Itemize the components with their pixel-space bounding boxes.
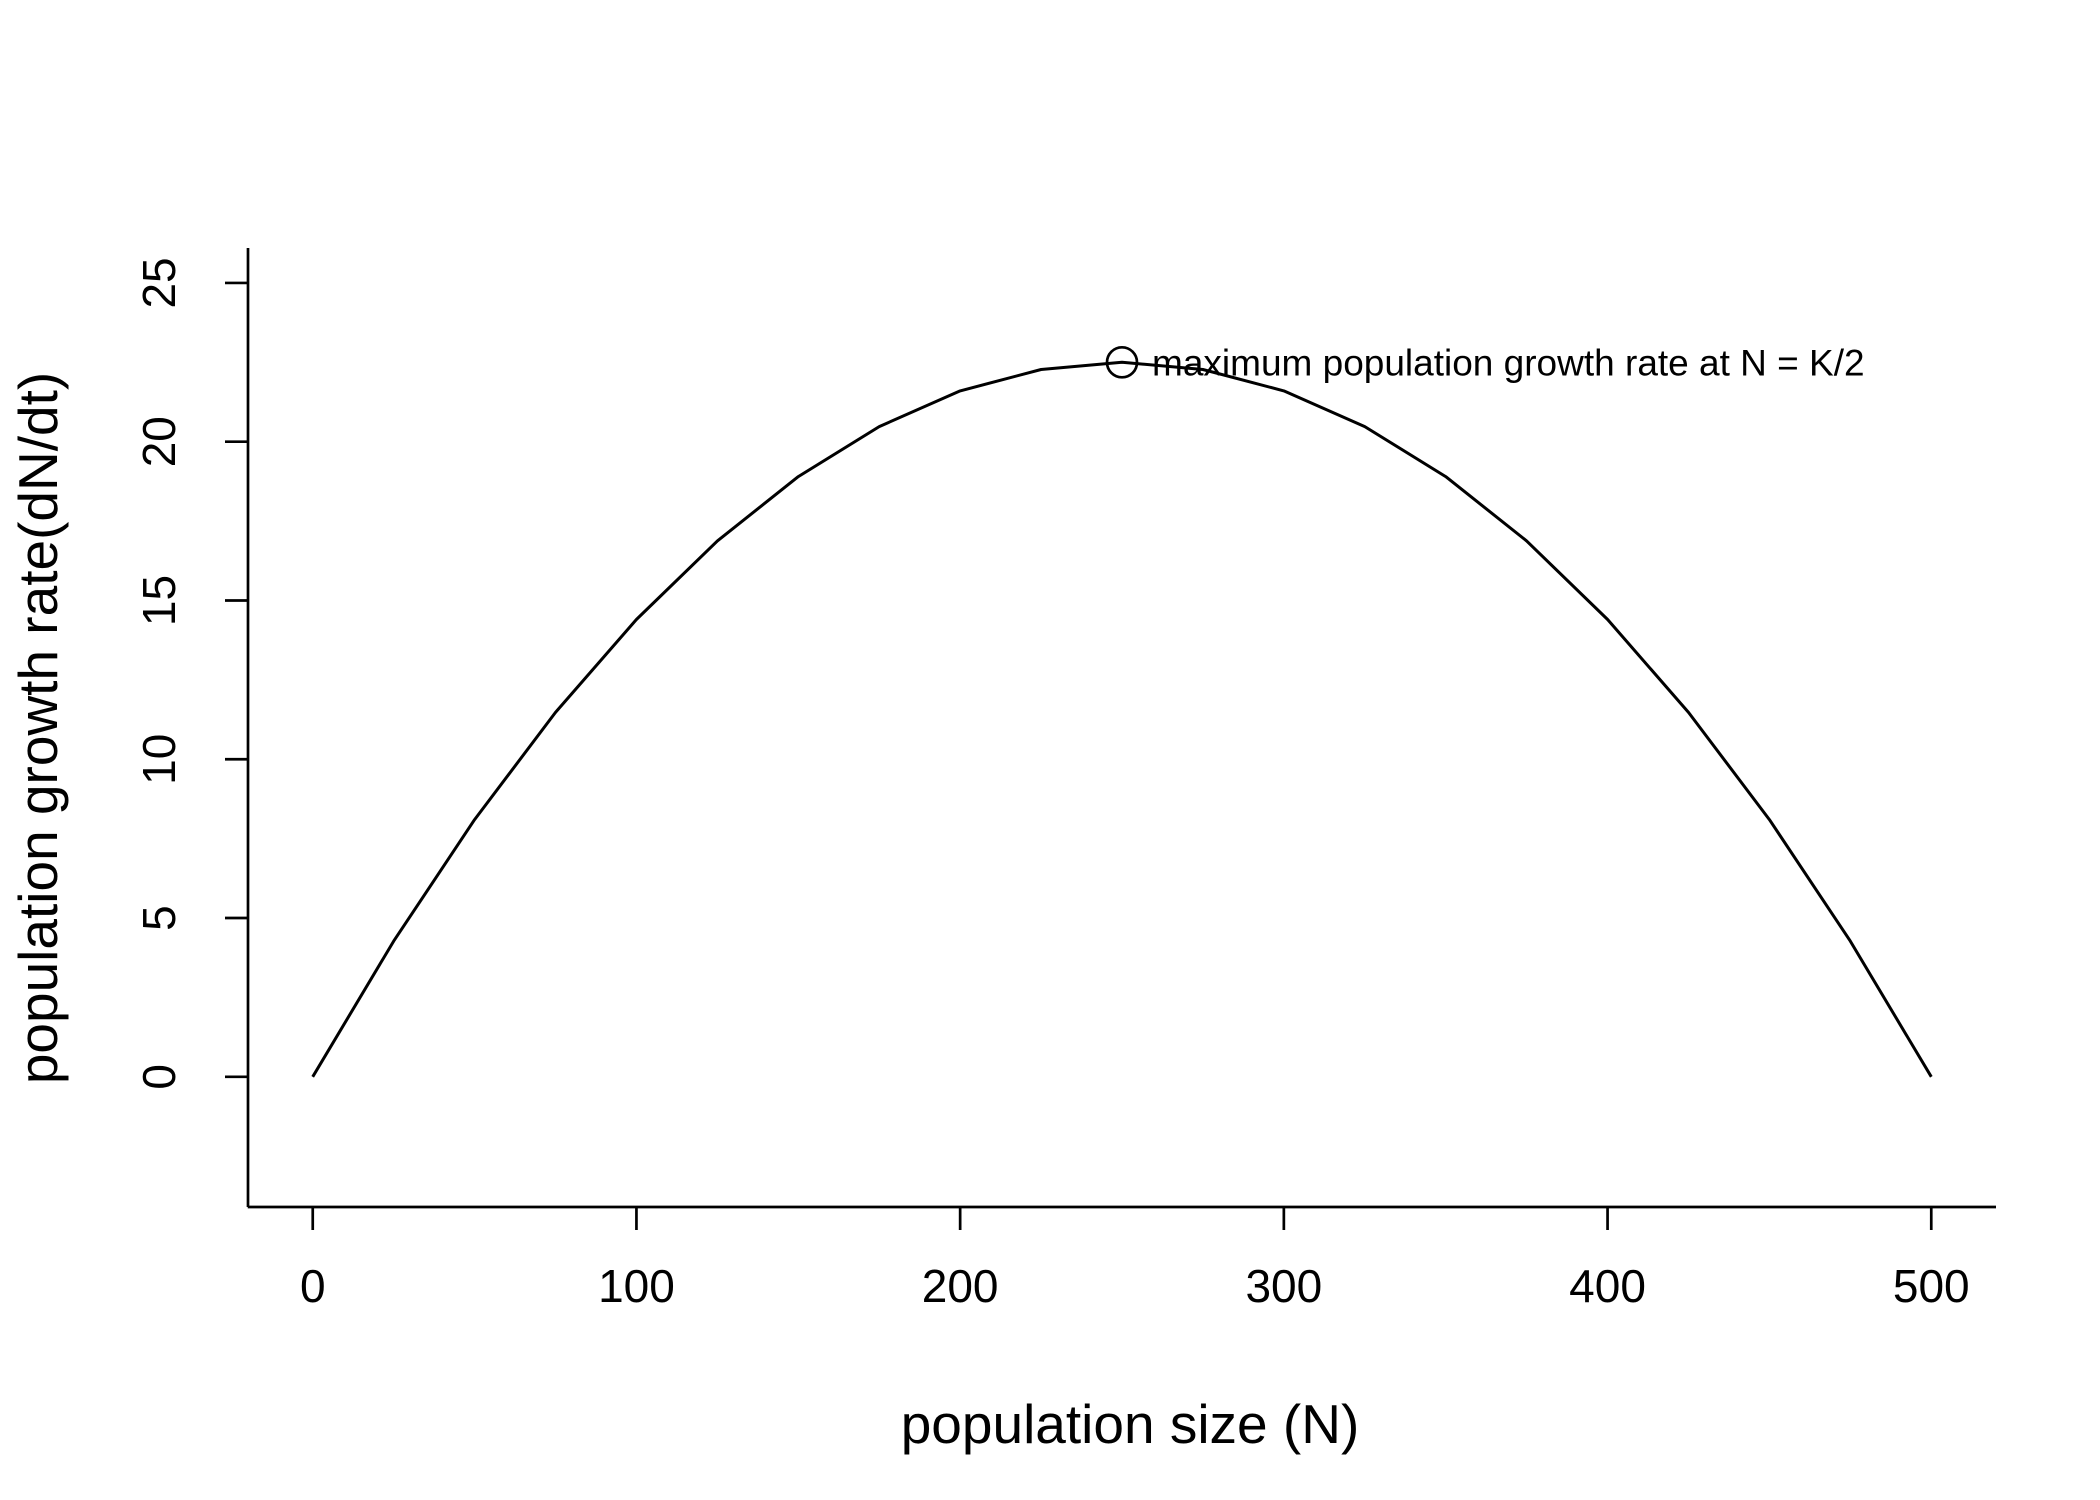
x-tick-label: 400 <box>1569 1260 1646 1312</box>
chart-axes: 0 100 200 300 400 500 0 5 10 15 20 25 <box>133 248 1996 1312</box>
y-axis-title: population growth rate(dN/dt) <box>7 372 69 1084</box>
y-tick-label: 15 <box>133 575 185 626</box>
chart-plot-area: maximum population growth rate at N = K/… <box>311 342 1933 1078</box>
x-tick-label: 500 <box>1893 1260 1970 1312</box>
y-tick-label: 25 <box>133 257 185 308</box>
x-tick-label: 200 <box>922 1260 999 1312</box>
x-tick-label: 0 <box>300 1260 326 1312</box>
series-line <box>311 360 1933 1078</box>
x-axis-title: population size (N) <box>901 1393 1360 1455</box>
y-tick-label: 5 <box>133 905 185 931</box>
x-tick-label: 300 <box>1245 1260 1322 1312</box>
y-tick-label: 10 <box>133 734 185 785</box>
x-tick-label: 100 <box>598 1260 675 1312</box>
annotation-label: maximum population growth rate at N = K/… <box>1152 342 1865 383</box>
y-tick-label: 0 <box>133 1064 185 1090</box>
y-tick-label: 20 <box>133 416 185 467</box>
max-point-marker <box>1105 345 1139 379</box>
